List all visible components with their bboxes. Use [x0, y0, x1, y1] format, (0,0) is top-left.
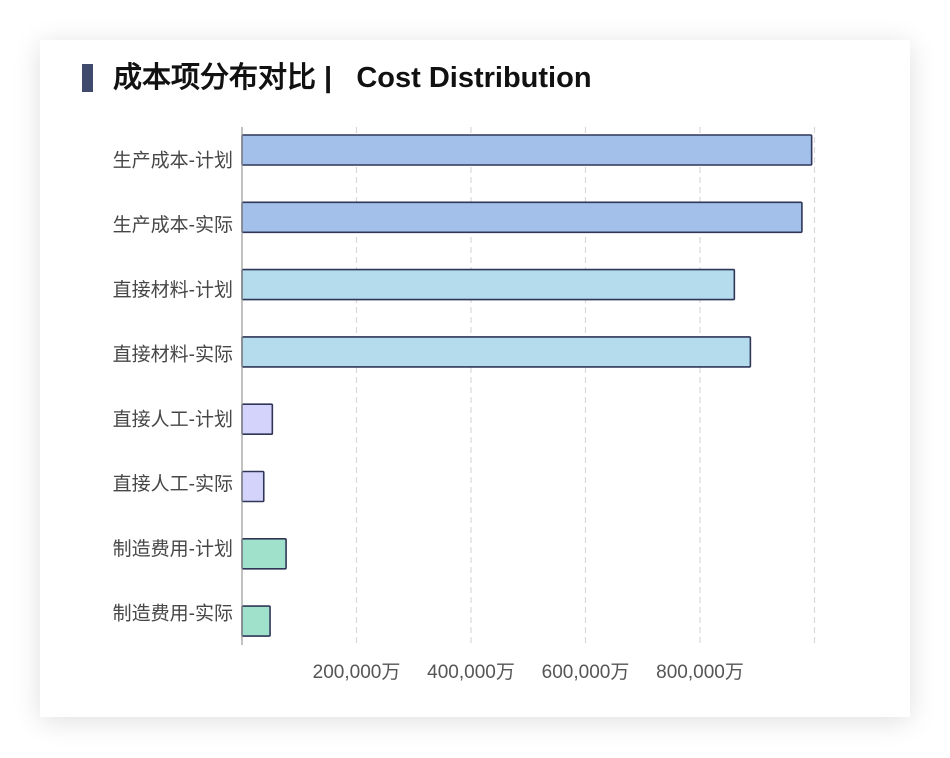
chart-title: 成本项分布对比 | Cost Distribution — [82, 62, 592, 94]
bar-manufacturing-overhead-actual — [241, 605, 271, 637]
x-tick-label: 800,000万 — [656, 662, 744, 683]
category-label-direct-material-actual: 直接材料-实际 — [113, 344, 233, 366]
x-tick-label: 200,000万 — [313, 662, 401, 683]
category-label-direct-material-plan: 直接材料-计划 — [113, 279, 233, 301]
category-label-production-cost-actual: 生产成本-实际 — [113, 214, 233, 236]
bar-direct-material-actual — [241, 336, 752, 368]
category-label-direct-labor-actual: 直接人工-实际 — [113, 473, 233, 495]
x-tick-label: 600,000万 — [542, 662, 630, 683]
category-label-manufacturing-overhead-plan: 制造费用-计划 — [113, 538, 233, 560]
x-tick-label: 400,000万 — [427, 662, 515, 683]
bar-direct-material-plan — [241, 268, 736, 301]
title-text: 成本项分布对比 | Cost Distribution — [113, 62, 592, 94]
bar-manufacturing-overhead-plan — [241, 537, 287, 570]
bar-production-cost-plan — [241, 134, 813, 166]
bar-direct-labor-actual — [241, 470, 265, 503]
bar-direct-labor-plan — [241, 403, 274, 436]
category-label-direct-labor-plan: 直接人工-计划 — [113, 408, 233, 430]
category-label-manufacturing-overhead-actual: 制造费用-实际 — [113, 603, 233, 625]
title-marker — [82, 64, 93, 92]
bar-production-cost-actual — [241, 201, 803, 234]
category-label-production-cost-plan: 生产成本-计划 — [113, 149, 233, 171]
